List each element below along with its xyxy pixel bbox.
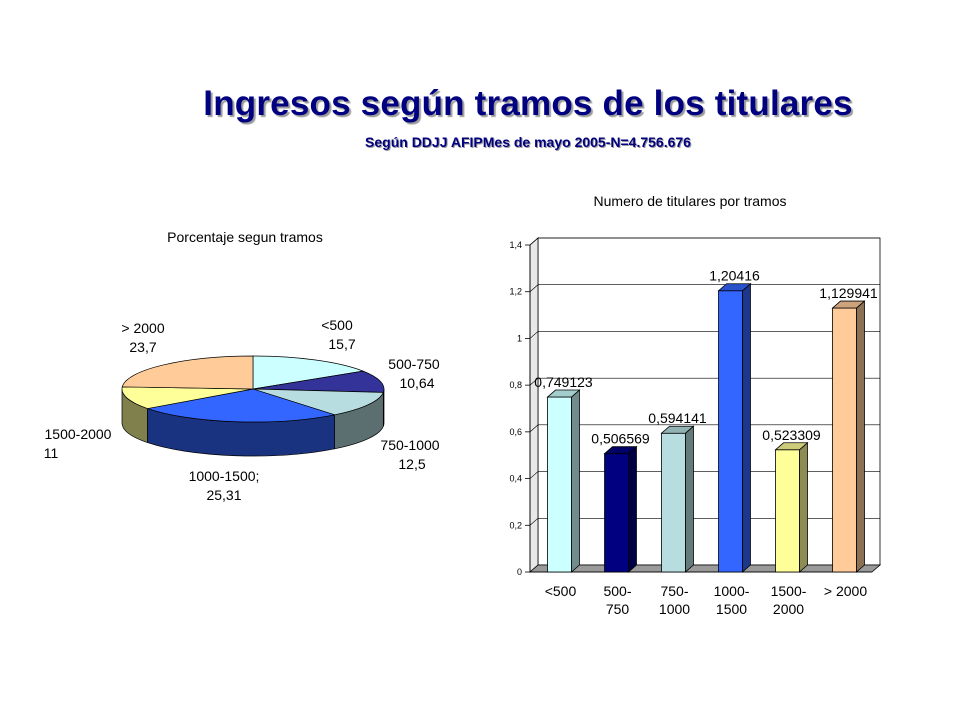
pie-slice-value: 23,7 [129,339,156,355]
y-tick-label: 0,8 [509,380,522,390]
pie-slice-value: 15,7 [328,336,355,352]
bar-side [571,389,580,573]
x-tick-label: 2000 [773,601,804,617]
bar [718,290,743,573]
pie-slice [121,386,254,409]
bar [547,396,572,573]
bar-value-label: 0,523309 [762,427,821,443]
bar-chart: Numero de titulares por tramos 0 0,2 0,4 0,… [509,193,882,617]
x-tick-label: 500- [603,583,631,599]
bar-side [742,282,751,573]
pie-slice-value: 25,31 [206,487,241,503]
bar-value-label: 1,20416 [709,268,760,284]
bar [832,307,857,573]
x-tick-label: 1000 [659,601,690,617]
pie-slice-label: 750-1000 [380,437,439,453]
bar [661,432,686,573]
x-tick-label: 1500 [716,601,747,617]
y-tick-label: 0,4 [509,474,522,484]
pie-slice-value: 12,5 [398,456,425,472]
pie-slice-value: 11 [44,445,59,461]
bar-top [546,389,581,398]
bar-side [799,441,808,573]
bar-top [831,300,866,309]
gridline [529,424,880,433]
x-tick-label: 1500- [771,583,807,599]
y-tick-label: 0 [517,567,522,577]
pie-slice-label: 1000-1500; [189,468,260,484]
pie-slice-label: > 2000 [121,320,164,336]
gridline [529,377,880,386]
bar-side [628,445,637,573]
bar-top [717,283,752,292]
bar-value-label: 0,749123 [534,374,593,390]
pie-slice [252,370,385,393]
slide-title: Ingresos según tramos de los titulares [203,84,853,123]
bar-value-label: 0,594141 [648,410,707,426]
gridline [529,331,880,339]
y-tick-label: 0,6 [509,427,522,437]
bar-value-label: 0,506569 [591,431,650,447]
pie-slice [146,388,335,423]
pie-slice-label: 1500-2000 [45,426,112,442]
x-tick-label: 750 [606,601,630,617]
y-tick-label: 1,2 [509,287,522,297]
bar-value-label: 1,129941 [819,285,878,301]
y-tick-label: 1,4 [509,240,522,250]
pie-slice [121,355,254,390]
bar-side [856,300,865,573]
pie-slice-value: 10,64 [399,375,434,391]
pie-slice [252,355,365,390]
bar [604,453,629,573]
gridline [529,284,880,292]
x-tick-label: <500 [545,583,577,599]
bar-top [774,442,809,451]
x-tick-label: > 2000 [824,583,867,599]
gridline [529,237,880,246]
slide-subtitle: Según DDJJ AFIPMes de mayo 2005-N=4.756.… [365,134,691,150]
bar-side [685,425,694,573]
pie-slice [252,388,384,416]
pie-chart-title: Porcentaje segun tramos [167,229,323,245]
gridline [529,471,880,479]
y-tick-label: 1 [517,333,522,343]
bar-top [660,425,695,434]
pie-chart: Porcentaje segun tramos <500 15,7 500-750 1… [44,229,440,503]
bar-chart-title: Numero de titulares por tramos [594,193,787,209]
bar-top [603,446,638,455]
pie-slice-label: <500 [321,317,353,333]
y-tick-label: 0,2 [509,520,522,530]
plot-floor [528,564,882,573]
x-tick-label: 1000- [714,583,750,599]
bar [775,449,800,573]
pie-slice-label: 500-750 [388,356,440,372]
gridline [529,517,880,526]
x-tick-label: 750- [660,583,688,599]
